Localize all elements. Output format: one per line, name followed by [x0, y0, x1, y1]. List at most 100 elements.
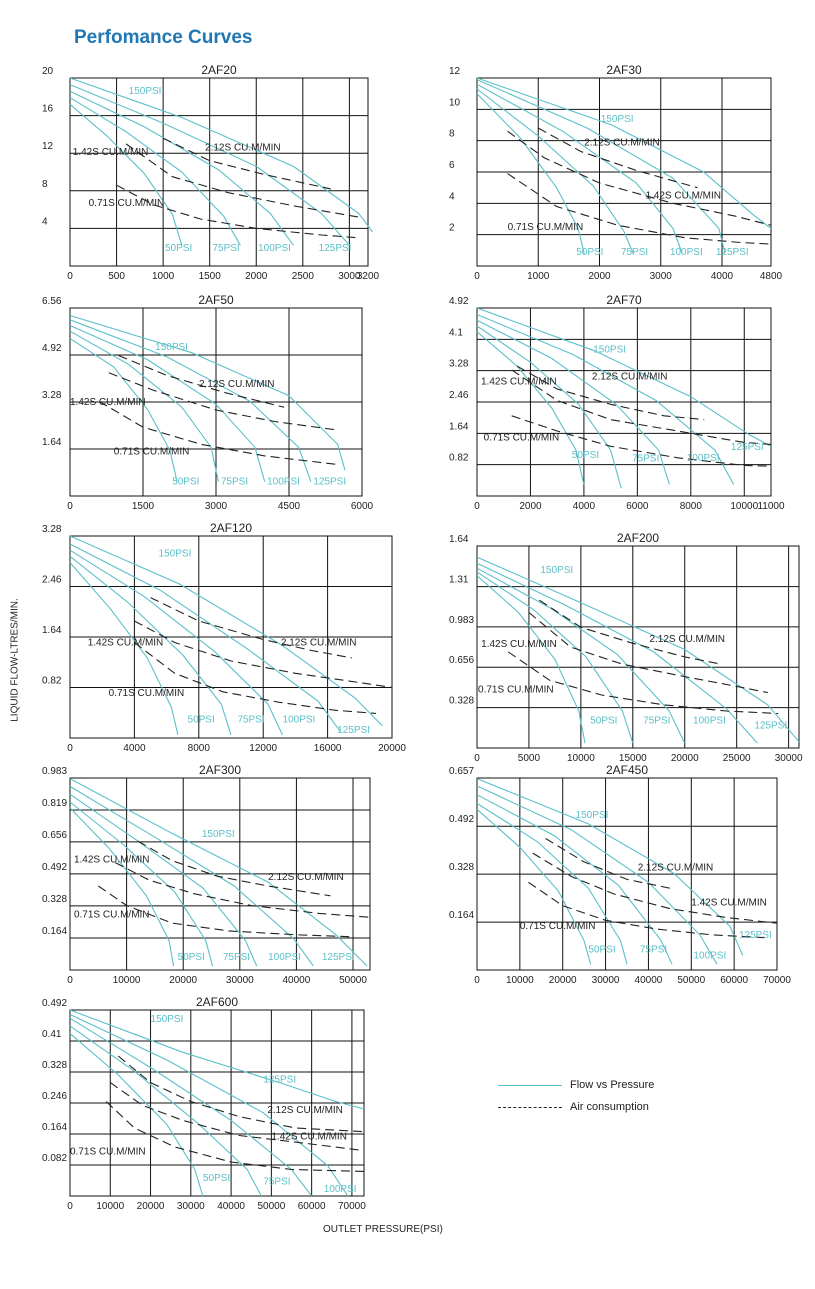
air-label: 2.12S CU.M/MIN — [649, 634, 725, 645]
air-curve — [116, 184, 359, 239]
y-tick-label: 3.28 — [449, 359, 469, 370]
flow-curve-125psi — [476, 313, 735, 485]
flow-label: 125PSI — [739, 930, 772, 941]
x-tick-label: 16000 — [314, 743, 342, 754]
air-label: 0.71S CU.M/MIN — [508, 222, 584, 233]
flow-label: 150PSI — [576, 810, 609, 821]
x-tick-label: 500 — [108, 271, 125, 282]
chart-2af200: 2AF200 0 5000 10000 15000 20000 25000 30000 1.64… — [449, 531, 803, 764]
x-tick-label: 0 — [474, 975, 480, 986]
y-tick-label: 3.28 — [42, 524, 62, 535]
x-tick-label: 50000 — [339, 975, 367, 986]
x-tick-label: 1500 — [132, 501, 155, 512]
flow-curve-150psi — [476, 556, 800, 743]
y-tick-label: 1.31 — [449, 575, 469, 586]
air-label: 1.42S CU.M/MIN — [481, 376, 557, 387]
air-curve — [125, 143, 359, 218]
flow-curve-50psi — [476, 93, 585, 254]
flow-label: 75PSI — [263, 1177, 290, 1188]
plot-frame — [476, 545, 800, 749]
air-label: 0.71S CU.M/MIN — [70, 1146, 146, 1157]
plot-frame — [476, 777, 778, 971]
flow-label: 100PSI — [670, 247, 703, 258]
x-tick-label: 0 — [67, 1201, 73, 1212]
y-tick-label: 4.92 — [449, 296, 469, 307]
flow-label: 75PSI — [237, 715, 264, 726]
flow-curve-50psi — [69, 103, 183, 246]
flow-curve-100psi — [69, 90, 294, 246]
air-curve — [538, 127, 698, 189]
air-label: 1.42S CU.M/MIN — [271, 1131, 347, 1142]
air-curve — [516, 365, 705, 421]
y-tick-label: 6 — [449, 160, 455, 171]
air-label: 2.12S CU.M/MIN — [267, 1105, 343, 1116]
y-tick-label: 4.92 — [42, 343, 62, 354]
y-tick-label: 10 — [449, 97, 461, 108]
air-label: 2.12S CU.M/MIN — [268, 872, 344, 883]
y-tick-label: 0.164 — [449, 910, 474, 921]
chart-title: 2AF120 — [210, 521, 252, 535]
y-tick-label: 0.82 — [449, 453, 469, 464]
flow-label: 100PSI — [687, 453, 720, 464]
flow-label: 50PSI — [588, 944, 615, 955]
y-tick-label: 0.328 — [42, 894, 67, 905]
flow-curve-75psi — [69, 1025, 262, 1197]
y-tick-label: 1.64 — [42, 437, 62, 448]
flow-label: 125PSI — [716, 247, 749, 258]
chart-title: 2AF20 — [201, 63, 237, 77]
flow-curve-125psi — [476, 562, 758, 744]
air-label: 1.42S CU.M/MIN — [88, 638, 164, 649]
x-tick-label: 1000 — [527, 271, 550, 282]
flow-curve-75psi — [69, 330, 219, 482]
flow-curve-125psi — [69, 84, 350, 246]
y-tick-label: 20 — [42, 66, 54, 77]
x-tick-label: 20000 — [671, 753, 699, 764]
flow-label: 75PSI — [632, 454, 659, 465]
flow-curve-125psi — [69, 785, 314, 967]
chart-title: 2AF30 — [606, 63, 642, 77]
flow-label: 125PSI — [337, 725, 370, 736]
flow-label: 100PSI — [267, 477, 300, 488]
flow-label: 150PSI — [540, 565, 573, 576]
x-tick-label: 8000 — [680, 501, 703, 512]
air-label: 2.12S CU.M/MIN — [199, 379, 275, 390]
x-tick-label: 40000 — [635, 975, 663, 986]
x-tick-label: 20000 — [549, 975, 577, 986]
flow-label: 75PSI — [221, 477, 248, 488]
x-tick-label: 4800 — [760, 271, 783, 282]
flow-label: 75PSI — [223, 952, 250, 963]
y-tick-label: 0.819 — [42, 798, 67, 809]
flow-label: 125PSI — [263, 1075, 296, 1086]
x-tick-label: 10000 — [506, 975, 534, 986]
flow-label: 125PSI — [731, 442, 764, 453]
air-label: 0.71S CU.M/MIN — [109, 688, 185, 699]
y-tick-label: 2.46 — [449, 390, 469, 401]
flow-label: 125PSI — [313, 477, 346, 488]
y-tick-label: 16 — [42, 104, 54, 115]
flow-curve-75psi — [69, 97, 241, 246]
flow-label: 75PSI — [640, 944, 667, 955]
flow-label: 50PSI — [172, 477, 199, 488]
x-tick-label: 50000 — [677, 975, 705, 986]
flow-label: 50PSI — [178, 952, 205, 963]
chart-title: 2AF70 — [606, 293, 642, 307]
air-curve — [507, 130, 772, 226]
air-label: 1.42S CU.M/MIN — [73, 147, 149, 158]
y-tick-label: 1.64 — [449, 534, 469, 545]
chart-2af300: 2AF300 0 10000 20000 30000 40000 50000 0.983 0.8… — [42, 763, 371, 986]
x-tick-label: 10000 — [96, 1201, 124, 1212]
air-curve — [507, 173, 772, 245]
flow-label: 100PSI — [693, 715, 726, 726]
legend-item-air: Air consumption — [498, 1098, 654, 1116]
x-tick-label: 20000 — [169, 975, 197, 986]
x-tick-label: 1500 — [199, 271, 222, 282]
y-tick-label: 0.41 — [42, 1029, 62, 1040]
flow-label: 50PSI — [576, 247, 603, 258]
flow-label: 125PSI — [322, 952, 355, 963]
flow-curve-75psi — [476, 88, 634, 254]
y-tick-label: 0.492 — [42, 862, 67, 873]
air-label: 0.71S CU.M/MIN — [478, 685, 554, 696]
flow-label: 100PSI — [268, 952, 301, 963]
air-label: 2.12S CU.M/MIN — [638, 863, 714, 874]
x-tick-label: 12000 — [249, 743, 277, 754]
